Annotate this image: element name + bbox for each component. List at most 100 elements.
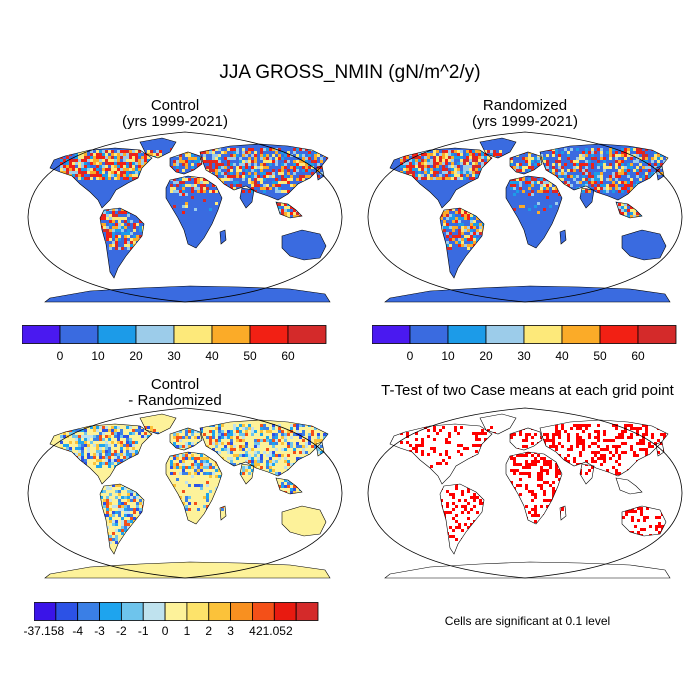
difference-map (27, 407, 343, 579)
colorbar-tick-label: -2 (116, 624, 127, 638)
difference-panel-title: Control - Randomized (75, 377, 275, 409)
colorbar-tick-label: -3 (94, 624, 105, 638)
coastline-madagascar (559, 229, 567, 245)
colorbar-tick-label: 60 (281, 349, 295, 363)
coastline-australia (281, 505, 327, 537)
significance-note: Cells are significant at 0.1 level (444, 614, 611, 628)
randomized-colorbar-labels: 0 10 20 30 40 50 60 (350, 349, 700, 365)
control-map (27, 131, 343, 303)
colorbar-tick-label: 3 (227, 624, 234, 638)
colorbar-tick-label: -37.158 (23, 624, 65, 638)
coastline-africa (505, 451, 563, 525)
coastline-samerica (99, 483, 145, 555)
coastline-greenland (139, 137, 177, 159)
colorbar-swatch (164, 602, 188, 621)
colorbar-swatch (447, 325, 487, 344)
colorbar-swatch (485, 325, 525, 344)
difference-title-line2: - Randomized (128, 392, 222, 409)
colorbar-tick-label: 0 (161, 624, 169, 638)
colorbar-swatch (97, 325, 137, 344)
coastline-europe (169, 427, 203, 451)
colorbar-swatch (249, 325, 289, 344)
colorbar-swatch (295, 602, 319, 621)
colorbar-tick-label: 40 (555, 349, 569, 363)
randomized-panel-title: Randomized (yrs 1999-2021) (425, 98, 625, 130)
colorbar-swatch (186, 602, 210, 621)
colorbar-swatch (55, 602, 79, 621)
coastline-europe (509, 427, 543, 451)
colorbar-swatch (77, 602, 100, 621)
randomized-colorbar (372, 325, 677, 344)
colorbar-swatch (230, 602, 253, 621)
coastline-madagascar (219, 229, 227, 245)
coastline-asia (199, 143, 329, 201)
colorbar-tick-label: 2 (205, 624, 213, 638)
coastline-greenland (479, 413, 517, 435)
globe-outline (27, 131, 343, 303)
colorbar-swatch (59, 325, 99, 344)
colorbar-tick-label: 1 (183, 624, 191, 638)
colorbar-swatch (173, 325, 213, 344)
randomized-map (367, 131, 683, 303)
colorbar-swatch (599, 325, 639, 344)
control-title-line1: Control (150, 97, 200, 114)
coastline-asia (199, 419, 329, 477)
colorbar-tick-label: 4 (249, 624, 256, 638)
colorbar-swatch (252, 602, 275, 621)
ttest-map (367, 407, 683, 579)
coastline-india (239, 463, 255, 485)
coastline-greenland (139, 413, 177, 435)
coastline-madagascar (559, 505, 567, 521)
colorbar-tick-label: 0 (406, 349, 414, 363)
colorbar-swatch (211, 325, 251, 344)
colorbar-tick-label: 0 (56, 349, 64, 363)
colorbar-swatch (561, 325, 601, 344)
colorbar-tick-label: 60 (631, 349, 645, 363)
colorbar-tick-label: -4 (72, 624, 84, 638)
colorbar-swatch (22, 325, 61, 344)
coastline-india (239, 187, 255, 209)
colorbar-tick-label: 21.052 (255, 624, 293, 638)
coastline-africa (165, 451, 223, 525)
colorbar-tick-label: -1 (137, 624, 149, 638)
coastline-seasia (275, 201, 303, 219)
coastline-seasia (275, 477, 303, 495)
coastline-namerica (49, 423, 153, 485)
colorbar-tick-label: 30 (167, 349, 181, 363)
coastline-india (579, 187, 595, 209)
colorbar-tick-label: 50 (243, 349, 257, 363)
control-title-line2: (yrs 1999-2021) (122, 113, 228, 130)
control-colorbar-labels: 0 10 20 30 40 50 60 (0, 349, 350, 365)
randomized-title-line1: Randomized (482, 97, 568, 114)
coastline-africa (165, 175, 223, 249)
coastline-samerica (439, 207, 485, 279)
globe-outline (367, 131, 683, 303)
coastline-europe (169, 151, 203, 175)
colorbar-tick-label: 40 (205, 349, 219, 363)
colorbar-swatch (142, 602, 166, 621)
colorbar-tick-label: 10 (91, 349, 105, 363)
globe-outline (367, 407, 683, 579)
control-panel-title: Control (yrs 1999-2021) (75, 98, 275, 130)
coastline-india (579, 463, 595, 485)
coastline-samerica (99, 207, 145, 279)
colorbar-tick-label: 30 (517, 349, 531, 363)
difference-colorbar-labels: -37.158 -4 -3 -2 -1 0 1 2 3 4 21.052 (0, 624, 350, 640)
coastline-africa (505, 175, 563, 249)
colorbar-tick-label: 20 (479, 349, 493, 363)
colorbar-tick-label: 50 (593, 349, 607, 363)
coastline-australia (621, 505, 667, 537)
ttest-panel-title: T-Test of two Case means at each grid po… (381, 382, 674, 399)
coastline-samerica (439, 483, 485, 555)
coastline-seasia (615, 477, 643, 495)
coastline-australia (281, 229, 327, 261)
colorbar-swatch (34, 602, 57, 621)
randomized-title-line2: (yrs 1999-2021) (472, 113, 578, 130)
colorbar-swatch (409, 325, 449, 344)
colorbar-tick-label: 20 (129, 349, 143, 363)
coastline-namerica (389, 423, 493, 485)
coastline-asia (539, 143, 669, 201)
coastline-australia (621, 229, 667, 261)
colorbar-swatch (287, 325, 327, 344)
colorbar-swatch (273, 602, 297, 621)
